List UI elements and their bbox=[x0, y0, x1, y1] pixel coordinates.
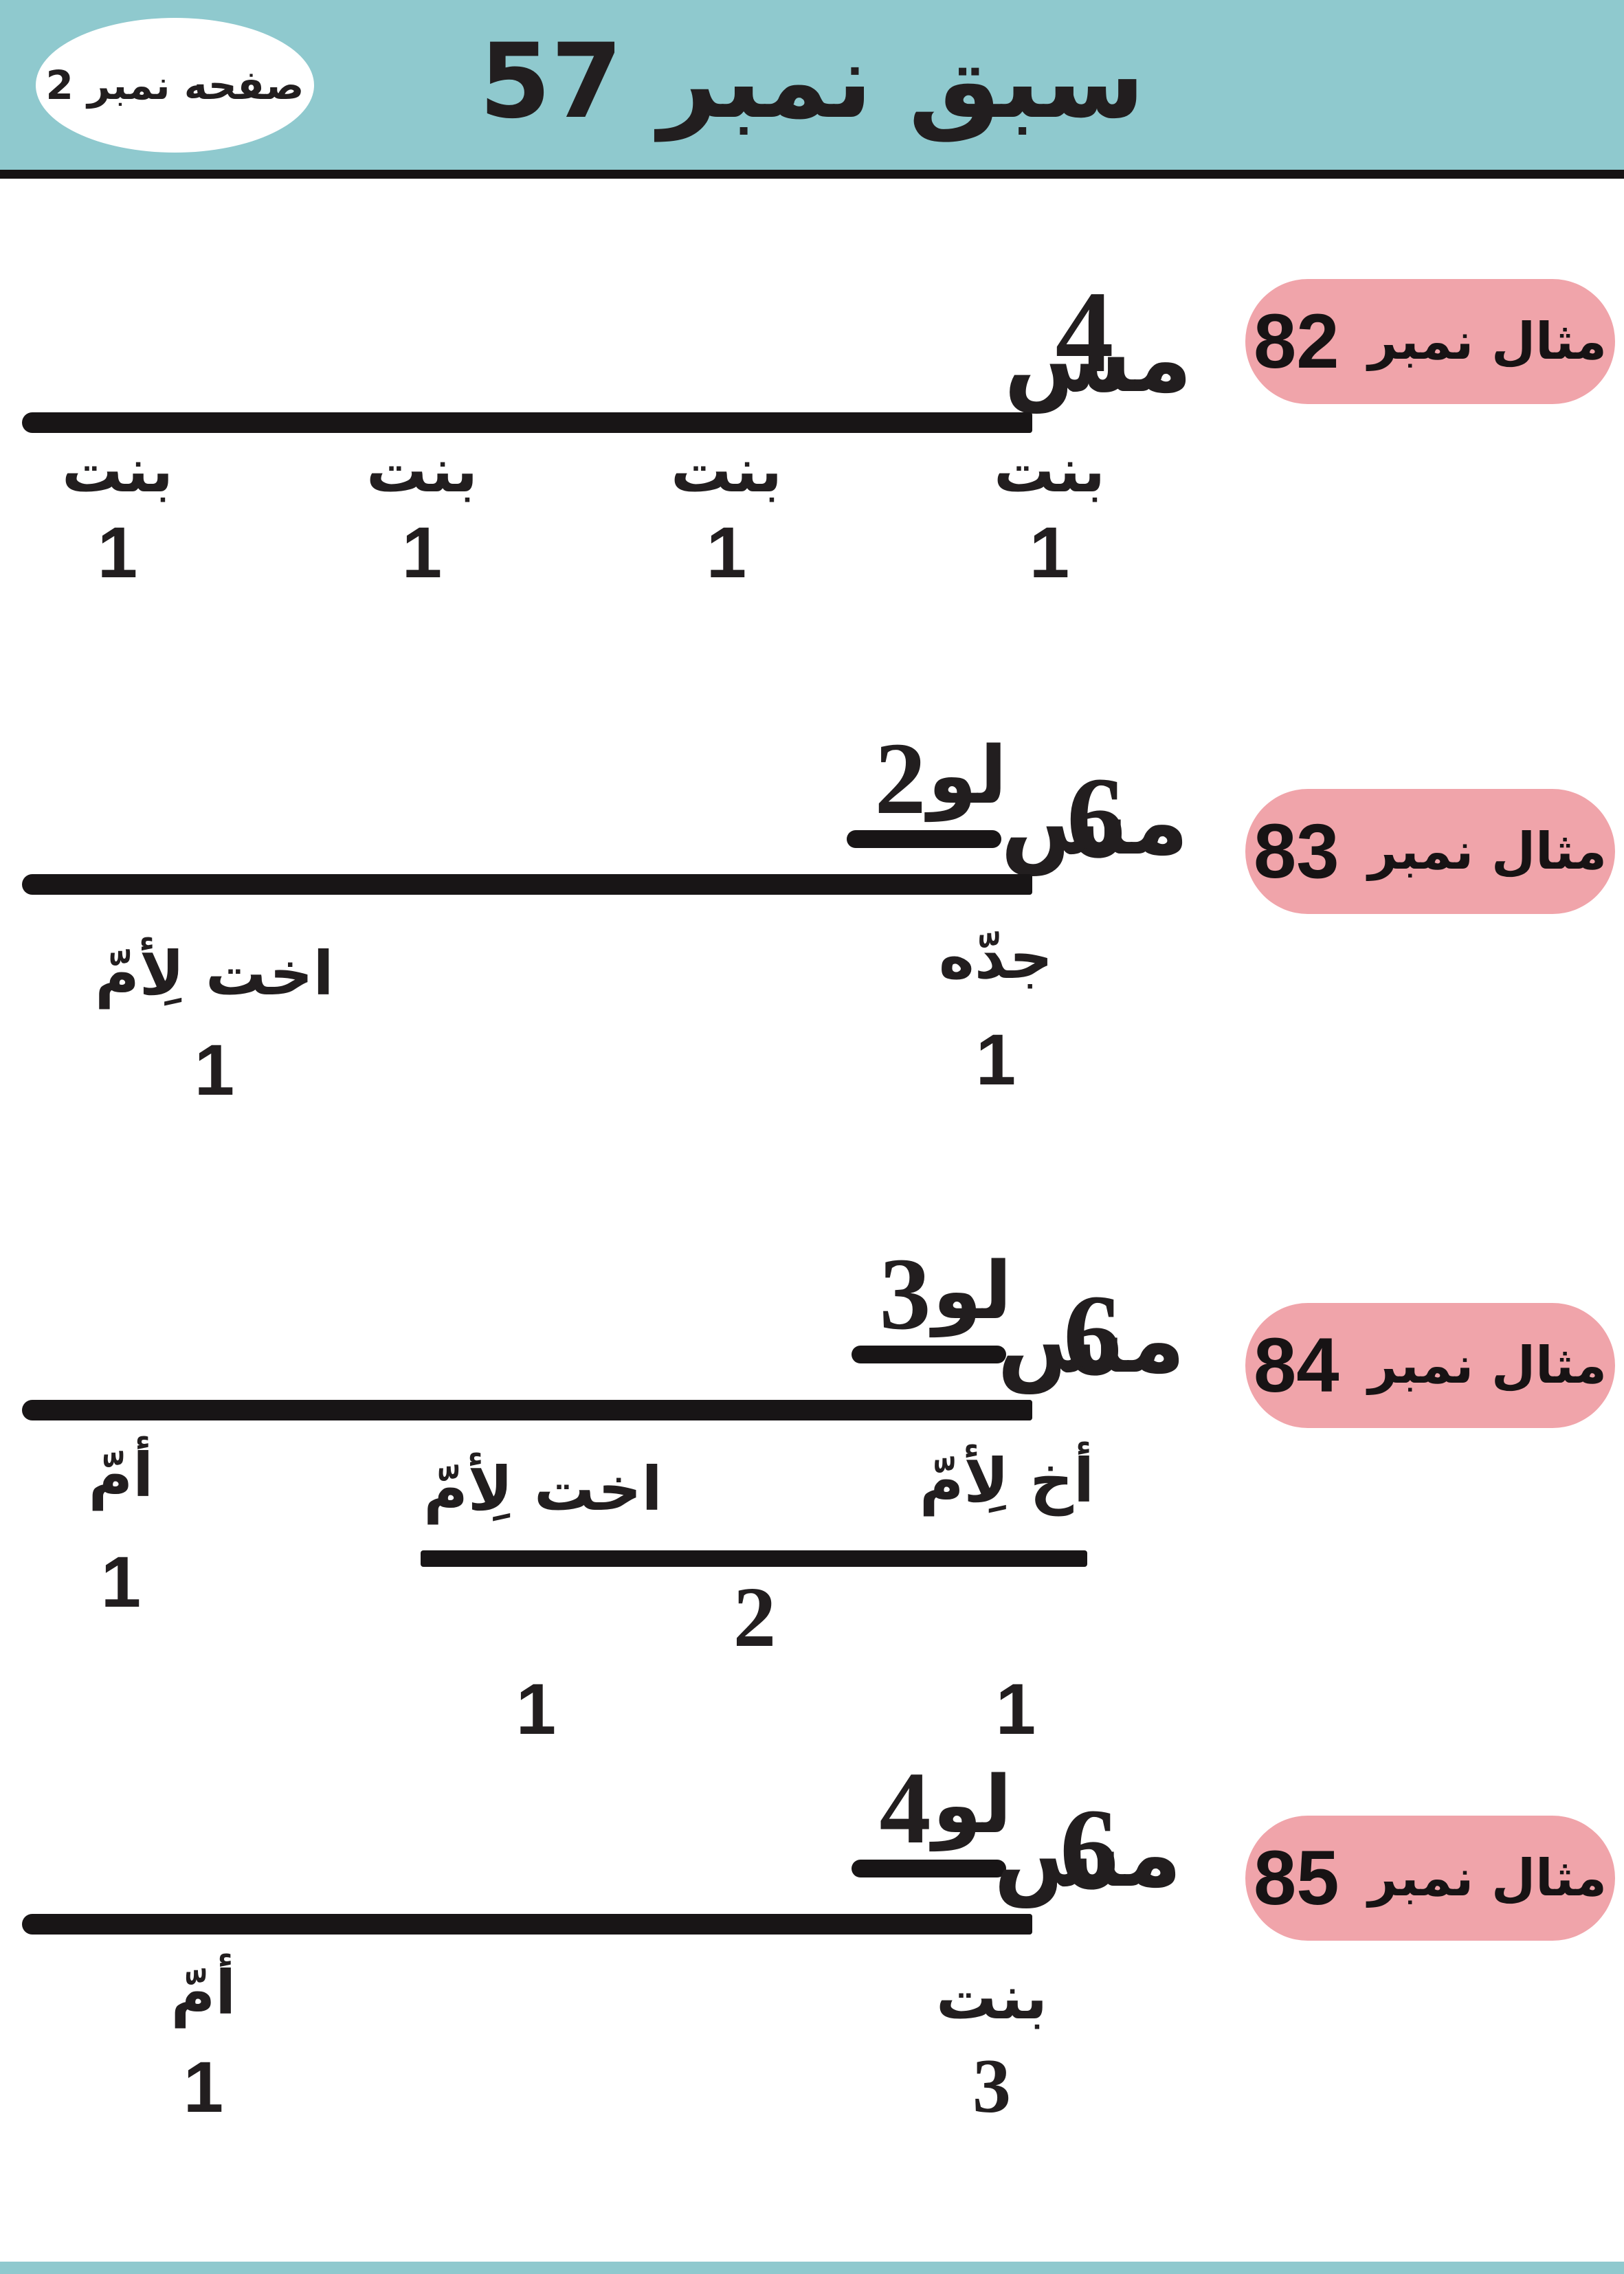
example-label: مثال نمبر bbox=[1368, 312, 1607, 371]
example-badge-85: 85 مثال نمبر bbox=[1245, 1816, 1615, 1941]
example-number: 84 bbox=[1254, 1322, 1339, 1408]
heir-name: أخ لِأمّ bbox=[919, 1445, 1095, 1516]
masala-line bbox=[22, 1914, 1032, 1935]
heir-share: 1 bbox=[706, 513, 747, 593]
heir-share: 1 bbox=[97, 513, 138, 593]
example-badge-82: 82 مثال نمبر bbox=[1245, 279, 1615, 404]
group-member-split: 1 bbox=[995, 1669, 1036, 1750]
heir-name: بنت bbox=[366, 435, 478, 506]
masala-line bbox=[22, 874, 1032, 895]
heir-share: 1 bbox=[100, 1542, 142, 1623]
base-number: 6 bbox=[1067, 753, 1125, 882]
heir-share: 1 bbox=[1029, 513, 1070, 593]
heir-share: 1 bbox=[183, 2047, 224, 2128]
lesson-title: سبق نمبر 57 bbox=[479, 22, 1145, 142]
group-underline bbox=[421, 1550, 1087, 1567]
radd-glyph: لو bbox=[933, 1245, 1012, 1337]
heir-name: جدّه bbox=[938, 922, 1054, 992]
radd-number: 3 bbox=[879, 1237, 931, 1351]
radd-glyph: لو bbox=[933, 1759, 1012, 1851]
example-label: مثال نمبر bbox=[1368, 822, 1607, 881]
base-number: 4 bbox=[1055, 267, 1114, 397]
masala-glyph: مس bbox=[997, 1286, 1186, 1394]
masala-glyph: مس bbox=[1000, 768, 1189, 876]
heir-name: اخت لِأمّ bbox=[95, 938, 334, 1009]
masala-glyph: مس bbox=[993, 1800, 1182, 1908]
base-number: 6 bbox=[1060, 1785, 1118, 1914]
radd-underline bbox=[852, 1346, 1006, 1363]
heir-name: بنت bbox=[670, 435, 783, 506]
heir-name: بنت bbox=[935, 1962, 1048, 2033]
radd-underline bbox=[852, 1860, 1006, 1877]
heir-share: 1 bbox=[975, 1020, 1016, 1100]
example-number: 83 bbox=[1254, 808, 1339, 894]
example-number: 85 bbox=[1254, 1835, 1339, 1921]
example-number: 82 bbox=[1254, 298, 1339, 384]
heir-name: أمّ bbox=[88, 1440, 154, 1511]
page-number-text: صفحه نمبر 2 bbox=[45, 62, 304, 109]
example-label: مثال نمبر bbox=[1368, 1336, 1607, 1395]
example-badge-83: 83 مثال نمبر bbox=[1245, 789, 1615, 914]
heir-share: 1 bbox=[194, 1030, 235, 1111]
heir-name: بنت bbox=[61, 435, 174, 506]
heir-name: اخت لِأمّ bbox=[423, 1453, 663, 1524]
heir-name: أمّ bbox=[170, 1957, 236, 2028]
radd-number: 2 bbox=[874, 722, 926, 836]
masala-line bbox=[22, 412, 1032, 433]
radd-underline bbox=[847, 830, 1001, 848]
masala-line bbox=[22, 1400, 1032, 1420]
masala-glyph: مس bbox=[1003, 305, 1192, 413]
heir-name: بنت bbox=[993, 435, 1106, 506]
heir-share: 3 bbox=[972, 2044, 1011, 2129]
page-number-badge: صفحه نمبر 2 bbox=[36, 18, 314, 153]
example-label: مثال نمبر bbox=[1368, 1849, 1607, 1908]
group-share: 2 bbox=[733, 1570, 777, 1665]
footer-bar bbox=[0, 2262, 1624, 2274]
radd-glyph: لو bbox=[928, 730, 1008, 822]
base-number: 6 bbox=[1063, 1271, 1122, 1400]
header-divider-rule bbox=[0, 170, 1624, 179]
heir-share: 1 bbox=[401, 513, 443, 593]
example-badge-84: 84 مثال نمبر bbox=[1245, 1303, 1615, 1428]
radd-number: 4 bbox=[879, 1751, 931, 1865]
group-member-split: 1 bbox=[515, 1669, 557, 1750]
